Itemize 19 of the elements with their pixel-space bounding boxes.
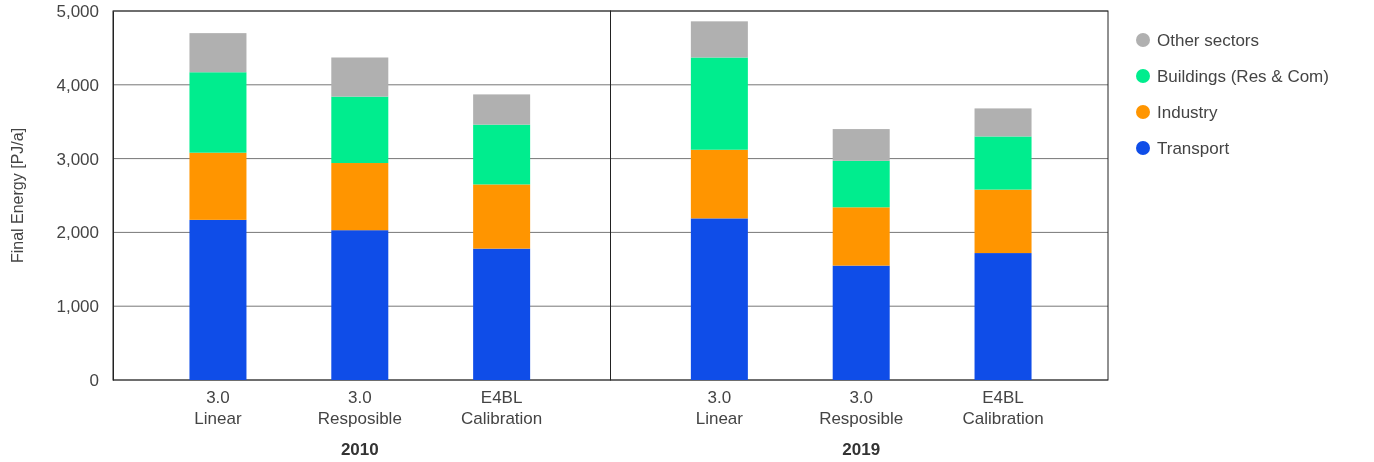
text: 2019 (842, 440, 881, 459)
y-tick-label: 2,000 (56, 223, 99, 243)
x-tick-label: 3.0 Linear (695, 388, 744, 428)
y-axis-title: Final Energy [PJ/a] (9, 127, 26, 264)
x-tick-label: E4BL Calibration (461, 388, 543, 428)
x-tick-label: 3.0 Resposible (317, 388, 402, 428)
legend-label: Transport (1157, 139, 1230, 158)
y-tick-label: 1,000 (56, 297, 99, 317)
text: 2010 (340, 440, 379, 459)
x-tick-label: 3.0 Resposible (819, 388, 904, 428)
legend-label: Industry (1157, 103, 1218, 122)
y-tick-label: 4,000 (56, 75, 99, 95)
x-tick-label: 3.0 Linear (194, 388, 242, 428)
y-tick-label: 0 (89, 370, 99, 390)
legend-label: Other sectors (1157, 31, 1260, 50)
y-tick-label: 3,000 (56, 149, 99, 169)
y-tick-label: 5,000 (56, 1, 99, 21)
legend-label: Buildings (Res & Com) (1157, 67, 1329, 86)
x-tick-label: E4BL Calibration (962, 388, 1044, 428)
